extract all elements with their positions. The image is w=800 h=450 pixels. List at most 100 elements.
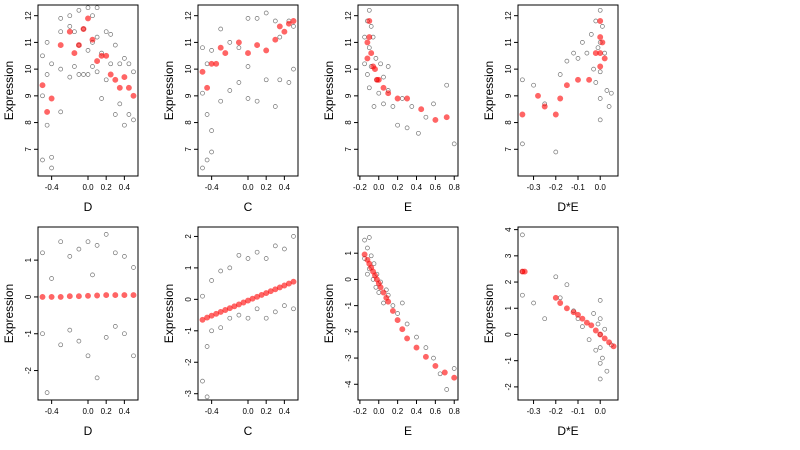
y-tick-label: 1 — [184, 265, 193, 270]
observed-point — [444, 387, 450, 392]
fitted-series — [519, 18, 608, 118]
observed-point — [40, 331, 45, 337]
x-tick-label: -0.3 — [527, 183, 541, 192]
observed-point — [40, 250, 45, 256]
x-axis-label: C — [244, 200, 253, 214]
observed-point — [236, 45, 242, 51]
observed-point — [81, 72, 86, 77]
x-tick-label: 0.8 — [449, 407, 461, 416]
y-tick-label: 12 — [184, 11, 193, 20]
observed-point — [580, 40, 585, 45]
observed-point — [431, 101, 436, 107]
y-axis-label: Expression — [322, 61, 336, 120]
fitted-series — [199, 18, 297, 91]
observed-point — [291, 24, 296, 29]
observed-point — [94, 5, 100, 11]
observed-point — [437, 371, 443, 377]
observed-point — [595, 321, 601, 327]
x-tick-label: -0.4 — [205, 183, 219, 192]
y-tick-label: 4 — [504, 227, 513, 232]
fitted-point — [399, 326, 406, 333]
observed-point — [286, 80, 292, 85]
observed-point — [604, 88, 610, 93]
plot-frame — [517, 4, 619, 177]
fitted-point — [57, 42, 64, 49]
observed-point — [272, 104, 278, 109]
observed-point — [520, 77, 525, 83]
fitted-point — [66, 293, 73, 300]
observed-point — [58, 342, 64, 348]
y-tick-label: -1 — [344, 302, 353, 310]
fitted-point — [366, 18, 373, 24]
fitted-point — [75, 293, 82, 300]
observed-series — [362, 235, 457, 392]
observed-point — [131, 117, 136, 123]
observed-point — [597, 298, 603, 303]
y-tick-label: 7 — [504, 147, 513, 152]
observed-point — [600, 24, 605, 29]
observed-point — [85, 239, 91, 245]
observed-point — [580, 324, 585, 329]
observed-point — [245, 16, 251, 21]
observed-point — [236, 252, 242, 258]
observed-point — [571, 50, 576, 56]
observed-point — [227, 40, 233, 45]
y-tick-label: 0 — [504, 332, 513, 337]
x-tick-label: 0.0 — [595, 183, 607, 192]
plot-frame — [37, 4, 139, 177]
y-tick-label: 12 — [344, 11, 353, 20]
y-axis-label: Expression — [482, 61, 496, 120]
fitted-point — [451, 374, 458, 381]
observed-point — [76, 246, 82, 252]
observed-point — [122, 331, 127, 337]
fitted-point — [71, 50, 78, 57]
observed-point — [584, 50, 590, 56]
observed-point — [200, 165, 205, 171]
observed-point — [586, 337, 592, 343]
fitted-point — [199, 68, 206, 75]
observed-point — [44, 390, 50, 395]
fitted-point — [116, 84, 123, 91]
fitted-point — [75, 42, 82, 49]
fitted-point — [213, 60, 220, 67]
fitted-point — [588, 322, 595, 329]
x-tick-label: 0.6 — [430, 407, 442, 416]
observed-point — [67, 74, 73, 80]
observed-point — [67, 327, 73, 333]
y-tick-label: -2 — [504, 383, 513, 391]
observed-series — [40, 232, 136, 395]
fitted-point — [432, 362, 439, 369]
observed-point — [362, 34, 367, 40]
x-tick-label: 0.6 — [430, 183, 442, 192]
fitted-point — [552, 111, 559, 118]
x-tick-label: 0.0 — [82, 183, 94, 192]
observed-point — [272, 309, 278, 315]
x-tick-label: -0.1 — [571, 183, 585, 192]
observed-point — [112, 324, 118, 329]
observed-point — [362, 237, 367, 243]
x-axis-label: E — [404, 424, 412, 438]
fitted-point — [57, 293, 64, 300]
fitted-point — [597, 50, 604, 57]
y-tick-label: 7 — [24, 147, 33, 152]
plot-frame — [37, 226, 139, 401]
observed-point — [385, 64, 391, 69]
observed-point — [553, 274, 559, 280]
fitted-point — [380, 289, 387, 296]
y-tick-label: -2 — [184, 358, 193, 366]
fitted-point — [385, 298, 392, 305]
fitted-point — [404, 95, 411, 102]
fitted-point — [422, 353, 429, 360]
observed-point — [94, 375, 100, 381]
observed-point — [593, 80, 599, 85]
observed-point — [58, 239, 64, 245]
observed-point — [366, 85, 372, 91]
x-tick-label: 0.2 — [392, 183, 404, 192]
y-axis-label: Expression — [2, 284, 16, 343]
observed-point — [291, 234, 296, 239]
observed-point — [72, 29, 77, 35]
fitted-point — [413, 344, 420, 351]
y-tick-label: 0 — [344, 277, 353, 282]
x-tick-label: -0.3 — [527, 407, 541, 416]
y-tick-label: 7 — [184, 147, 193, 152]
